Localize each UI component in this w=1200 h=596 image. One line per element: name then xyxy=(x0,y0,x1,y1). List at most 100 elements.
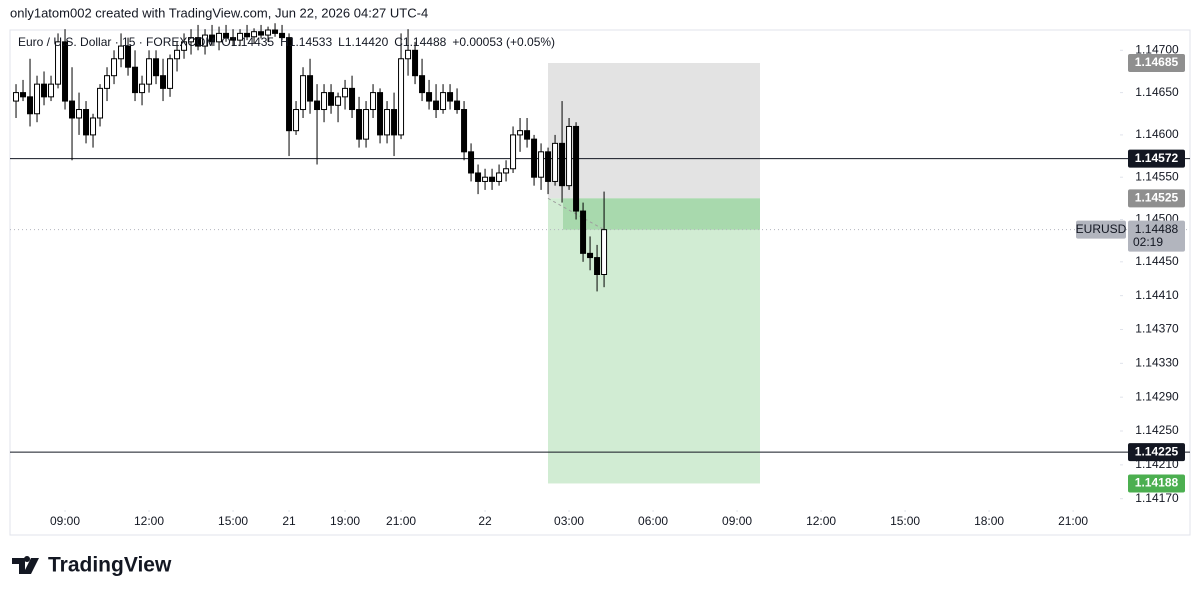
candle-body xyxy=(90,117,97,136)
legend-value: 1.14420 xyxy=(345,35,389,49)
target-price-label-box xyxy=(1128,474,1185,493)
x-tick-label: 21:00 xyxy=(1058,514,1088,528)
logo-text: TradingView xyxy=(48,554,172,577)
candle-body xyxy=(461,109,468,153)
candle-body xyxy=(223,32,230,39)
header: only1atom002 created with TradingView.co… xyxy=(10,5,428,20)
candle-body xyxy=(538,151,545,178)
candle-body xyxy=(272,29,279,34)
countdown: 02:19 xyxy=(1133,235,1163,249)
candle-body xyxy=(27,96,34,115)
line-price-label-box xyxy=(1128,149,1185,168)
candle-body xyxy=(293,109,300,132)
candle-body xyxy=(20,92,27,98)
candle-body xyxy=(482,176,489,182)
candle-body xyxy=(426,92,433,102)
stop-price-label-box xyxy=(1128,53,1185,72)
y-tick-label: 1.14650 xyxy=(1135,85,1179,99)
candle-body xyxy=(34,83,41,115)
legend-key: H xyxy=(280,35,289,49)
x-tick-label: 09:00 xyxy=(50,514,80,528)
candle-body xyxy=(384,109,391,136)
y-tick-label: 1.14550 xyxy=(1135,169,1179,183)
candle-body xyxy=(181,41,188,51)
candle-body xyxy=(510,134,517,170)
last-price-label: 1.14488 xyxy=(1135,222,1179,236)
stop-zone xyxy=(548,62,760,199)
candle-body xyxy=(419,75,426,94)
x-tick-label: 09:00 xyxy=(722,514,752,528)
candle-body xyxy=(195,37,202,47)
target-price-label: 1.14188 xyxy=(1135,476,1179,490)
legend-value: 1.14488 xyxy=(403,35,447,49)
legend-value: 1.14435 xyxy=(231,35,275,49)
candle-body xyxy=(104,75,111,89)
stop-price-label: 1.14685 xyxy=(1135,55,1179,69)
open-pnl-zone xyxy=(563,198,760,230)
candle-body xyxy=(377,92,384,136)
candle-body xyxy=(566,125,573,187)
candle-body xyxy=(524,130,531,140)
candle-body xyxy=(146,58,153,85)
candle-body xyxy=(153,58,160,77)
y-tick-label: 1.14700 xyxy=(1135,42,1179,56)
candle-body xyxy=(391,109,398,136)
line-price-label: 1.14572 xyxy=(1135,151,1179,165)
candle-body xyxy=(55,41,62,85)
candle-body xyxy=(580,210,587,254)
candle-body xyxy=(300,75,307,111)
legend-key: L xyxy=(338,35,345,49)
candle-body xyxy=(517,130,524,136)
candle-body xyxy=(13,92,20,102)
y-tick-label: 1.14600 xyxy=(1135,127,1179,141)
x-tick-label: 15:00 xyxy=(890,514,920,528)
candle-body xyxy=(174,49,181,60)
candle-body xyxy=(559,142,566,187)
candle-body xyxy=(447,92,454,102)
candle-body xyxy=(202,34,209,47)
legend-key: O xyxy=(221,35,230,49)
candle-body xyxy=(503,168,510,174)
candle-body xyxy=(433,100,440,111)
candle-body xyxy=(573,125,580,212)
y-tick-label: 1.14250 xyxy=(1135,423,1179,437)
line-price-label: 1.14225 xyxy=(1135,444,1179,458)
logo: TradingView xyxy=(12,554,172,577)
y-tick-label: 1.14290 xyxy=(1135,389,1179,403)
candle-body xyxy=(132,66,139,94)
candle-body xyxy=(594,257,601,275)
last-price-box xyxy=(1128,220,1185,252)
candle-body xyxy=(349,87,356,111)
candle-body xyxy=(258,31,265,36)
candle-body xyxy=(230,37,237,41)
candle-body xyxy=(76,109,83,119)
legend-change: +0.00053 (+0.05%) xyxy=(452,35,555,49)
candle-body xyxy=(342,87,349,98)
y-tick-label: 1.14450 xyxy=(1135,254,1179,268)
candle-body xyxy=(160,75,167,89)
candle-body xyxy=(412,49,419,77)
candle-body xyxy=(475,172,482,182)
x-tick-label: 19:00 xyxy=(330,514,360,528)
legend-value: 1.14533 xyxy=(289,35,333,49)
y-tick-label: 1.14170 xyxy=(1135,491,1179,505)
candle-body xyxy=(363,109,370,140)
x-tick-label: 21 xyxy=(282,514,296,528)
candle-body xyxy=(531,138,538,178)
entry-price-label-box xyxy=(1128,189,1185,208)
candle-body xyxy=(69,100,76,119)
candle-body xyxy=(251,31,258,38)
candle-body xyxy=(314,100,321,111)
x-tick-label: 03:00 xyxy=(554,514,584,528)
y-tick-label: 1.14330 xyxy=(1135,356,1179,370)
candle-body xyxy=(398,58,405,136)
logo-icon xyxy=(12,555,39,574)
candle-body xyxy=(496,172,503,182)
candle-body xyxy=(41,83,48,98)
candle-body xyxy=(468,151,475,174)
candle-body xyxy=(405,49,412,60)
symbol-tag: EURUSD xyxy=(1076,222,1127,236)
candle-body xyxy=(48,83,55,98)
line-price-label-box xyxy=(1128,443,1185,462)
